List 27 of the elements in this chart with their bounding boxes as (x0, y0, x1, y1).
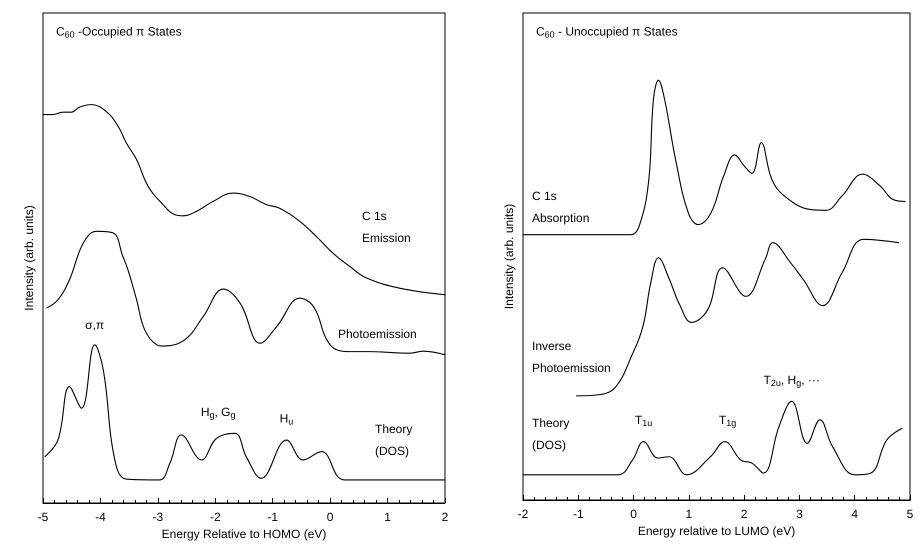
x-axis-title: Energy relative to LUMO (eV) (638, 524, 796, 538)
x-tick-label: 4 (851, 507, 858, 521)
x-tick-label: 2 (442, 510, 449, 524)
x-tick-label: -1 (572, 507, 584, 521)
y-axis-title: Intensity (arb. units) (22, 205, 36, 311)
x-tick-label: -1 (267, 510, 278, 524)
x-tick-label: 1 (686, 507, 693, 521)
x-tick-label: -3 (152, 510, 164, 524)
x-tick-label: -2 (518, 507, 529, 521)
x-tick-label: -2 (210, 510, 221, 524)
y-axis-title: Intensity (arb. units) (502, 204, 516, 310)
x-tick-label: -5 (38, 510, 49, 524)
series-label: C 1s Absorption (532, 189, 590, 225)
text: C 1s Emission (362, 209, 411, 245)
series-label: Photoemission (338, 327, 417, 341)
x-tick-label: 5 (906, 507, 914, 521)
x-tick-label: 0 (326, 510, 334, 524)
x-tick-label: 2 (740, 507, 748, 521)
x-tick-label: 0 (630, 507, 638, 521)
x-tick-label: -4 (95, 510, 106, 524)
x-axis-title: Energy Relative to HOMO (eV) (162, 526, 326, 541)
series-label: Inverse Photoemission (532, 339, 611, 375)
x-tick-label: 3 (796, 507, 804, 521)
series-label: Theory (DOS) (532, 416, 573, 452)
series-label: Theory (DOS) (375, 422, 416, 458)
x-tick-label: 1 (384, 510, 392, 524)
annotation: σ,π (85, 318, 104, 332)
